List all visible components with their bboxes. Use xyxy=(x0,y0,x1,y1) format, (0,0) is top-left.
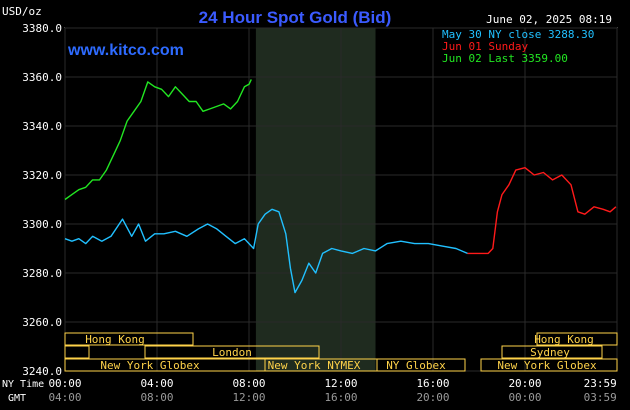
chart-date: June 02, 2025 08:19 xyxy=(486,13,612,26)
legend: May 30 NY close 3288.30 Jun 01 Sunday Ju… xyxy=(442,28,594,65)
y-tick-label: 3320.0 xyxy=(22,169,62,182)
chart-title: 24 Hour Spot Gold (Bid) xyxy=(199,8,392,27)
x-axis: NY Time GMT 00:00 04:00 08:00 12:00 16:00 20:… xyxy=(2,377,617,404)
y-tick-label: 3280.0 xyxy=(22,267,62,280)
x-tick-label-ny: 16:00 xyxy=(416,377,449,390)
legend-item-jun02: Jun 02 Last 3359.00 xyxy=(442,52,568,65)
y-tick-label: 3300.0 xyxy=(22,218,62,231)
session-ny-nymex: New York NYMEX xyxy=(268,359,361,372)
y-axis-ticks: 3240.0 3260.0 3280.0 3300.0 3320.0 3340.0 3360… xyxy=(22,22,62,378)
gmt-label: GMT xyxy=(8,393,26,404)
session-sydney: Sydney xyxy=(530,346,570,359)
x-tick-label-gmt: 08:00 xyxy=(140,391,173,404)
ny-session-shade xyxy=(255,28,376,371)
x-tick-label-gmt: 20:00 xyxy=(416,391,449,404)
x-tick-label-ny: 20:00 xyxy=(508,377,541,390)
x-tick-label-ny: 12:00 xyxy=(324,377,357,390)
series-lines xyxy=(64,79,617,294)
x-tick-label-gmt: 16:00 xyxy=(324,391,357,404)
x-tick-label-gmt: 03:59 xyxy=(584,391,617,404)
x-tick-label-ny: 00:00 xyxy=(48,377,81,390)
y-tick-label: 3240.0 xyxy=(22,365,62,378)
x-tick-label-ny: 23:59 xyxy=(584,377,617,390)
x-tick-label-gmt: 00:00 xyxy=(508,391,541,404)
series-line-1 xyxy=(467,166,617,255)
session-london: London xyxy=(212,346,252,359)
session-ny-globex: New York Globex xyxy=(100,359,200,372)
series-line-0 xyxy=(64,208,468,294)
legend-item-jun01: Jun 01 Sunday xyxy=(442,40,528,53)
x-tick-label-ny: 08:00 xyxy=(232,377,265,390)
x-tick-label-ny: 04:00 xyxy=(140,377,173,390)
series-line-2 xyxy=(64,79,252,201)
y-tick-label: 3260.0 xyxy=(22,316,62,329)
session-hong-kong-2: Hong Kong xyxy=(534,333,594,346)
site-watermark: www.kitco.com xyxy=(67,42,184,59)
session-ny-globex-3: New York Globex xyxy=(497,359,597,372)
ny-time-label: NY Time xyxy=(2,379,44,390)
y-tick-label: 3360.0 xyxy=(22,71,62,84)
session-hong-kong: Hong Kong xyxy=(85,333,145,346)
y-tick-label: 3340.0 xyxy=(22,120,62,133)
session-ny-globex-2: NY Globex xyxy=(386,359,446,372)
x-tick-label-gmt: 12:00 xyxy=(232,391,265,404)
y-tick-label: 3380.0 xyxy=(22,22,62,35)
x-tick-label-gmt: 04:00 xyxy=(48,391,81,404)
y-unit-label: USD/oz xyxy=(2,5,42,18)
legend-item-may30: May 30 NY close 3288.30 xyxy=(442,28,594,41)
market-sessions: Hong Kong Hong Kong London Sydney New Yo… xyxy=(64,332,618,372)
